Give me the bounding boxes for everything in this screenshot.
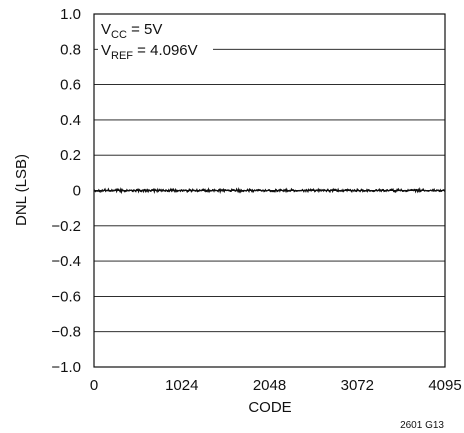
figure-id: 2601 G13 <box>400 420 444 431</box>
x-tick-label: 1024 <box>165 377 198 394</box>
vref-value: = 4.096V <box>133 42 198 59</box>
annotation-background <box>98 19 213 61</box>
dnl-series-line <box>93 186 446 195</box>
annotation-vref: VREF = 4.096V <box>101 42 198 62</box>
vref-subscript: REF <box>111 50 133 62</box>
vref-symbol: V <box>101 42 111 59</box>
y-axis-label: DNL (LSB) <box>13 154 30 226</box>
y-tick-label: −0.6 <box>51 288 81 305</box>
vcc-value: = 5V <box>127 21 162 38</box>
x-tick-label: 0 <box>90 377 98 394</box>
y-tick-label: −0.8 <box>51 324 81 341</box>
y-tick-label: 0.8 <box>60 41 81 58</box>
y-tick-label: −0.4 <box>51 253 81 270</box>
vcc-symbol: V <box>101 21 111 38</box>
y-tick-labels: 1.0 0.8 0.6 0.4 0.2 0 −0.2 −0.4 −0.6 −0.8 −1.0 <box>51 6 81 376</box>
y-tick-label: 1.0 <box>60 6 81 23</box>
vcc-subscript: CC <box>111 29 127 41</box>
y-tick-label: −1.0 <box>51 359 81 376</box>
y-tick-label: 0.6 <box>60 77 81 94</box>
x-tick-label: 3072 <box>341 377 374 394</box>
x-tick-label: 4095 <box>428 377 461 394</box>
y-tick-label: −0.2 <box>51 218 81 235</box>
x-tick-label: 2048 <box>253 377 286 394</box>
annotation-vcc: VCC = 5V <box>101 21 162 41</box>
x-axis-label: CODE <box>248 399 291 416</box>
y-tick-label: 0.2 <box>60 147 81 164</box>
series-group <box>93 186 446 195</box>
x-tick-labels: 0 1024 2048 3072 4095 <box>90 377 462 394</box>
y-tick-label: 0.4 <box>60 112 81 129</box>
y-tick-label: 0 <box>73 183 81 200</box>
